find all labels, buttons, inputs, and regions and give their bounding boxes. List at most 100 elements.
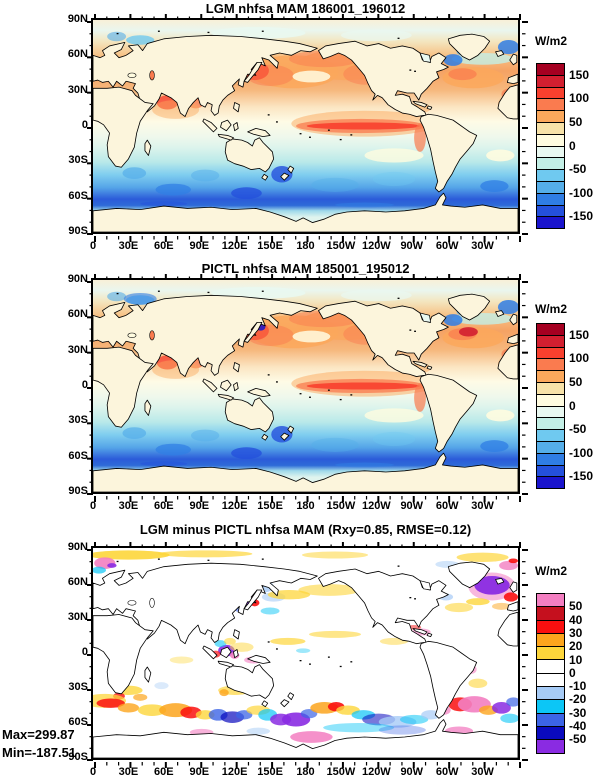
y-tick-label: 30N — [67, 343, 88, 356]
y-tick-label: 90S — [68, 225, 88, 237]
y-tick-label: 60S — [68, 189, 88, 202]
pictl-map — [87, 274, 528, 502]
colorbar-swatch — [537, 394, 564, 407]
colorbar-tick-label: 100 — [569, 351, 590, 366]
colorbar-tick-label: -150 — [569, 469, 594, 484]
colorbar-swatch — [537, 335, 564, 348]
colorbar-swatch — [537, 726, 564, 741]
colorbar-swatch — [537, 441, 564, 454]
x-tick-label: 90W — [400, 240, 424, 252]
x-tick-label: 60E — [154, 240, 174, 252]
colorbar-swatch — [537, 193, 564, 206]
x-tick-label: 120W — [361, 240, 391, 252]
colorbar-swatch — [537, 134, 564, 147]
y-tick-label: 90N — [67, 273, 88, 285]
diff-map — [87, 542, 528, 768]
colorbar-tick-label: 0 — [569, 138, 576, 153]
y-tick-label: 90S — [68, 751, 88, 763]
x-tick-label: 0 — [89, 766, 97, 778]
y-tick-label: 0 — [81, 646, 88, 658]
panel-pictl-title: PICTL nhfsa MAM 185001_195012 — [201, 261, 410, 276]
colorbar-swatch — [537, 594, 564, 608]
colorbar-swatch — [537, 87, 564, 100]
colorbar-tick-label: 30 — [569, 625, 583, 640]
min-value-label: Min=-187.51 — [2, 745, 77, 760]
colorbar-tick-label: 0 — [569, 398, 576, 413]
y-tick-label: 30S — [68, 681, 88, 693]
colorbar-swatch — [537, 122, 564, 135]
flux-map-canvas-0 — [93, 20, 518, 232]
x-tick-label: 30E — [118, 500, 139, 512]
x-tick-label: 30W — [471, 500, 494, 512]
colorbar-swatch — [537, 205, 564, 218]
x-tick-label: 60W — [435, 240, 459, 252]
colorbar-swatch — [537, 181, 564, 194]
panel-diff: LGM minus PICTL nhfsa MAM (Rxy=0.85, RMS… — [0, 518, 600, 782]
colorbar-tick-label: -150 — [569, 209, 594, 224]
y-tick-label: 0 — [81, 379, 88, 391]
colorbar-swatch — [537, 170, 564, 182]
x-tick-label: 90W — [400, 766, 424, 778]
colorbar-tick-label: 50 — [569, 115, 583, 129]
y-tick-label: 30N — [67, 611, 88, 623]
colorbar-swatch — [537, 740, 564, 753]
diff-map-canvas-2 — [93, 548, 518, 758]
x-tick-label: 120E — [221, 240, 248, 252]
panel-lgm: LGM nhfsa MAM 186001_196012 W/m2 0 30E 60E… — [0, 0, 600, 258]
colorbar-tick-label: -20 — [569, 692, 587, 707]
panel-lgm-title: LGM nhfsa MAM 186001_196012 — [205, 1, 406, 16]
x-tick-label: 60E — [154, 500, 174, 512]
y-tick-label: 60S — [68, 716, 88, 728]
y-tick-label: 30S — [68, 154, 88, 167]
y-tick-label: 90N — [67, 13, 88, 25]
colorbar-swatch — [537, 75, 564, 88]
colorbar-swatch — [537, 687, 564, 701]
colorbar-tick-label: 50 — [569, 599, 583, 614]
x-tick-label: 30W — [471, 240, 494, 252]
x-tick-label: 120W — [361, 500, 391, 512]
x-tick-label: 150E — [257, 500, 283, 512]
x-tick-label: 180 — [296, 240, 315, 252]
colorbar-swatch — [537, 477, 564, 489]
y-tick-label: 90S — [68, 485, 88, 497]
colorbar-tick-label: 0 — [569, 665, 576, 680]
colorbar-tick-label: -50 — [569, 162, 587, 177]
colorbar-swatch — [537, 406, 564, 419]
colorbar-swatch — [537, 324, 564, 336]
colorbar-tick-label: -100 — [569, 185, 594, 200]
lgm-colorbar — [536, 63, 565, 230]
colorbar-tick-label: -10 — [569, 679, 587, 694]
x-tick-label: 150W — [326, 240, 356, 252]
x-tick-label: 60W — [435, 766, 459, 778]
colorbar-swatch — [537, 99, 564, 112]
y-tick-label: 30S — [68, 414, 88, 427]
colorbar-tick-label: 150 — [569, 327, 590, 342]
x-tick-label: 30E — [118, 240, 139, 252]
colorbar-swatch — [537, 359, 564, 372]
x-tick-label: 0 — [89, 240, 97, 252]
x-tick-label: 60W — [435, 500, 459, 512]
x-tick-label: 120E — [221, 766, 248, 778]
colorbar-swatch — [537, 158, 564, 171]
colorbar-tick-label: 40 — [569, 612, 583, 627]
colorbar-tick-label: -100 — [569, 445, 594, 460]
colorbar-tick-label: 50 — [569, 375, 583, 389]
x-tick-label: 180 — [296, 766, 315, 778]
x-tick-label: 90E — [189, 766, 210, 778]
colorbar-tick-label: -50 — [569, 732, 587, 747]
colorbar-tick-label: 100 — [569, 91, 590, 106]
x-tick-label: 150E — [257, 766, 283, 778]
colorbar-swatch — [537, 700, 564, 714]
y-tick-label: 60N — [67, 308, 88, 321]
panel-diff-title: LGM minus PICTL nhfsa MAM (Rxy=0.85, RMS… — [139, 522, 472, 537]
colorbar-swatch — [537, 633, 564, 648]
x-tick-label: 0 — [89, 500, 97, 512]
colorbar-swatch — [537, 111, 564, 123]
y-tick-label: 60N — [67, 576, 88, 588]
x-tick-label: 150W — [326, 500, 356, 512]
x-tick-label: 180 — [296, 500, 315, 512]
lgm-colorbar-unit: W/m2 — [534, 34, 567, 48]
x-tick-label: 60E — [154, 766, 174, 778]
x-tick-label: 120W — [361, 766, 391, 778]
